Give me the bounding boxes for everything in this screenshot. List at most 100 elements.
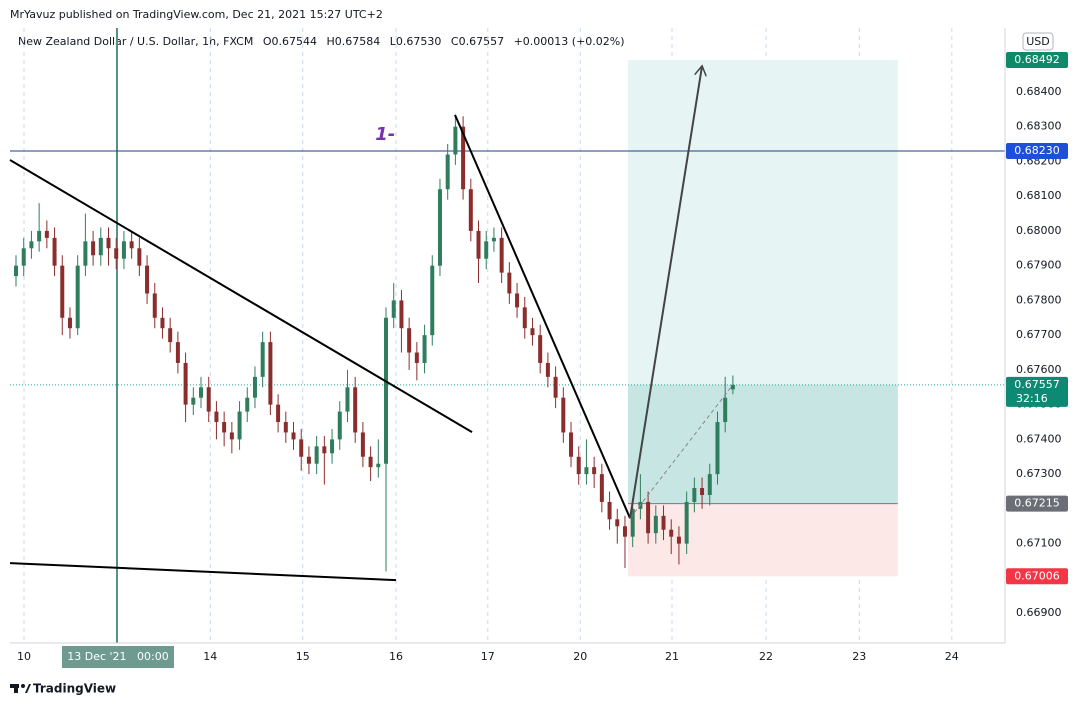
x-tick-label: 15 [296,650,310,663]
candle-body [322,446,327,454]
candle-body [337,411,342,440]
candle-body [576,456,581,475]
candle-body [98,237,103,256]
candle-body [199,387,204,398]
candle-body [191,397,196,405]
last-price-label: 0.67557 [1014,378,1060,391]
candle-body [306,456,311,464]
candle-body [83,241,88,266]
candle-body [715,422,720,475]
candle-body [252,376,257,398]
candle-body [391,300,396,318]
x-tick-label: 22 [759,650,773,663]
candle-body [21,248,26,266]
candle-body [276,404,281,423]
candle-body [730,384,735,390]
candle-body [345,387,350,412]
candle-body [399,300,404,329]
filled-zone [628,384,898,504]
publisher: MrYavuz published on TradingView.com, De… [10,8,383,21]
candle-body [44,230,49,238]
candle-body [299,439,304,457]
candle-body [52,237,57,266]
candle-body [183,362,188,405]
x-tick-label: 17 [481,650,495,663]
candle-body [646,501,651,534]
change: +0.00013 (+0.02%) [513,35,625,48]
candle-body [283,422,288,433]
stop-zone [628,503,898,577]
x-tick-label: 10 [17,650,31,663]
y-tick-label: 0.67700 [1016,328,1062,341]
target-label-bg [1006,51,1068,68]
candle-body [168,328,173,343]
crosshair-label: 13 Dec '21 00:00 [67,650,169,663]
ohlc: H0.67584 [326,35,381,48]
stop-label: 0.67006 [1014,569,1060,582]
level-label-bg [1006,143,1068,159]
candle-body [653,515,658,534]
candle-body [622,526,627,537]
last-price-label-bg [1006,376,1068,407]
candle-body [314,446,319,464]
candle-body [129,241,134,249]
candle-body [700,488,705,495]
candle-body [430,265,435,336]
candle-body [630,508,635,537]
candle-body [137,248,142,266]
candle-body [592,467,597,475]
ohlc: C0.67557 [450,35,505,48]
entry-label: 0.67215 [1014,497,1060,510]
x-tick-label: 20 [573,650,587,663]
candle-body [437,189,442,266]
candle-body [445,154,450,190]
x-tick-label: 24 [945,650,959,663]
candle-body [453,126,458,155]
candle-body [206,387,211,412]
candle-body [384,317,389,464]
ohlc: L0.67530 [389,35,442,48]
candle-body [561,397,566,433]
entry-label-bg [1006,495,1068,512]
candle-body [692,488,697,502]
candle-body [29,241,34,249]
y-tick-label: 0.68300 [1016,120,1062,133]
candle-body [121,241,126,259]
candle-body [530,328,535,336]
candle-body [553,376,558,398]
trendline [9,159,473,433]
candle-body [330,439,335,454]
stop-label-bg [1006,568,1068,585]
y-tick-label: 0.67900 [1016,259,1062,272]
candle-body [484,241,489,259]
y-tick-label: 0.67100 [1016,537,1062,550]
candle-body [461,126,466,190]
candle-body [515,293,520,308]
candle-body [106,237,111,249]
candle-body [538,335,543,363]
currency-button[interactable] [1022,32,1054,51]
arrow [629,66,702,519]
candle-body [368,456,373,468]
symbol: New Zealand Dollar / U.S. Dollar, 1h, FX… [18,35,254,48]
level-label: 0.68230 [1014,144,1060,157]
candle-body [353,387,358,433]
candle-body [245,397,250,412]
y-tick-label: 0.68400 [1016,85,1062,98]
target-label: 0.68492 [1014,53,1060,66]
candle-body [522,307,527,329]
x-tick-label: 14 [203,650,217,663]
candle-body [545,362,550,377]
candle-body [175,342,180,363]
y-tick-label: 0.68100 [1016,189,1062,202]
candle-body [507,272,512,294]
y-tick-label: 0.66900 [1016,606,1062,619]
x-tick-label: 16 [389,650,403,663]
projection [629,384,734,519]
candle-body [260,342,265,377]
candle-body [584,467,589,475]
candle-body [676,536,681,544]
candle-body [145,265,150,294]
candle-body [422,335,427,363]
